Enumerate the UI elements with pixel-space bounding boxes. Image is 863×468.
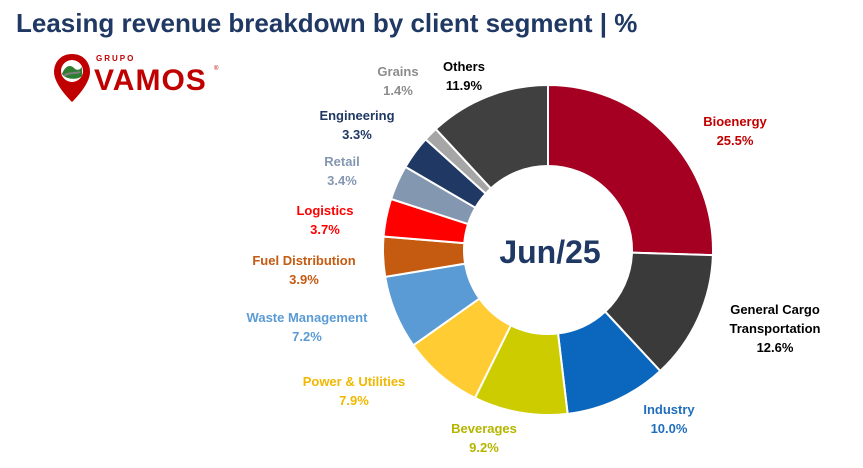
slice-label-industry: Industry 10.0%: [643, 402, 695, 436]
vamos-logo: GRUPO VAMOS ®: [52, 52, 222, 104]
slice-value: 10.0%: [651, 421, 688, 436]
slice-value: 7.2%: [292, 329, 322, 344]
chart-center-label: Jun/25: [499, 234, 600, 270]
logo-grupo-text: GRUPO: [96, 54, 136, 63]
slice-name: Power & Utilities: [303, 374, 406, 389]
slice-value: 25.5%: [717, 133, 754, 148]
map-pin-logo-icon: [54, 54, 90, 102]
slice-name: Bioenergy: [703, 114, 767, 129]
slice-name: Industry: [643, 402, 695, 417]
slice-label-waste-management: Waste Management 7.2%: [247, 310, 369, 344]
slice-label-logistics: Logistics 3.7%: [296, 203, 353, 237]
slice-label-bioenergy: Bioenergy 25.5%: [703, 114, 767, 148]
slice-name: Waste Management: [247, 310, 369, 325]
slice-label-power-utilities: Power & Utilities 7.9%: [303, 374, 406, 408]
slice-label-engineering: Engineering 3.3%: [319, 108, 394, 142]
slice-value: 7.9%: [339, 393, 369, 408]
slice-name: Others: [443, 59, 485, 74]
slice-label-retail: Retail 3.4%: [324, 154, 359, 188]
slice-label-others: Others 11.9%: [443, 59, 485, 93]
page-title: Leasing revenue breakdown by client segm…: [16, 8, 638, 38]
slice-label-beverages: Beverages 9.2%: [451, 421, 517, 455]
donut-slice-bioenergy: [547, 83, 714, 257]
slice-name: Beverages: [451, 421, 517, 436]
slice-name: Fuel Distribution: [252, 253, 355, 268]
slice-value: 9.2%: [469, 440, 499, 455]
donut-slice-others: [434, 83, 549, 190]
slice-label-fuel-distribution: Fuel Distribution 3.9%: [252, 253, 355, 287]
slice-name: Logistics: [296, 203, 353, 218]
slice-name: Grains: [377, 64, 418, 79]
slice-name: Retail: [324, 154, 359, 169]
slice-name: Transportation: [729, 321, 820, 336]
slice-value: 3.4%: [327, 173, 357, 188]
slice-value: 12.6%: [757, 340, 794, 355]
logo-brand-text: VAMOS: [94, 64, 207, 97]
slice-value: 3.9%: [289, 272, 319, 287]
slice-name: General Cargo: [730, 302, 820, 317]
slice-value: 3.3%: [342, 127, 372, 142]
logo-registered-mark: ®: [214, 66, 219, 72]
slice-value: 11.9%: [446, 78, 483, 93]
slice-label-general-cargo-transportation: General Cargo Transportation 12.6%: [729, 302, 820, 355]
slice-name: Engineering: [319, 108, 394, 123]
slice-value: 3.7%: [310, 222, 340, 237]
slice-value: 1.4%: [383, 83, 413, 98]
slice-label-grains: Grains 1.4%: [377, 64, 418, 98]
